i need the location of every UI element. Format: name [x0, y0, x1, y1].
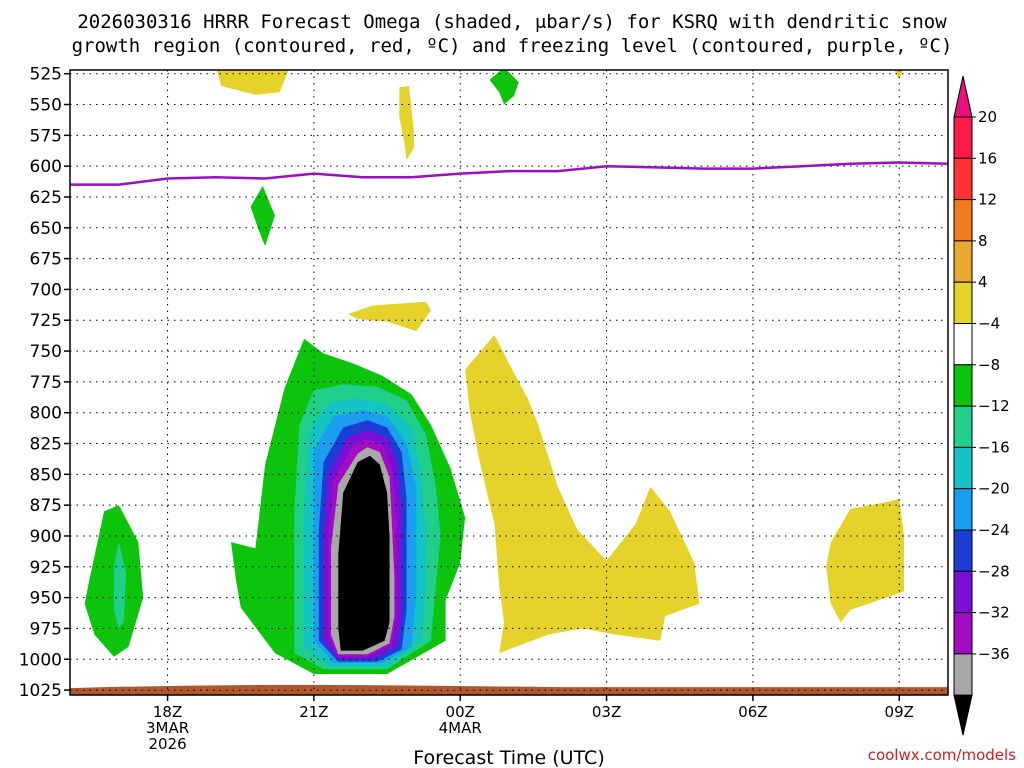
x-tick-label-3-0: 03Z	[592, 703, 621, 721]
colorbar-segment-6	[953, 364, 973, 407]
colorbar-label-11: −28	[978, 562, 1010, 580]
y-tick-label-12: 825	[30, 435, 62, 455]
colorbar-segment-1	[953, 157, 973, 201]
y-tick-label-20: 1025	[19, 681, 62, 701]
chart-title-line-1: 2026030316 HRRR Forecast Omega (shaded, …	[77, 11, 947, 33]
colorbar-label-9: −20	[978, 480, 1010, 498]
colorbar-segment-4	[953, 281, 973, 325]
x-axis-label: Forecast Time (UTC)	[413, 747, 604, 768]
colorbar-label-13: −36	[978, 645, 1010, 663]
colorbar-label-7: −12	[978, 397, 1010, 415]
x-tick-label-5-0: 09Z	[885, 703, 914, 721]
colorbar: 20 16 12 8 4 −4 −8 −12 −16 −20 −24 −28 −32 −36	[953, 75, 1010, 736]
y-tick-label-9: 750	[30, 342, 62, 362]
plot-area	[69, 69, 949, 696]
surface-ground	[70, 684, 948, 695]
freezing-level-line	[70, 161, 948, 186]
x-tick-label-1-0: 21Z	[299, 703, 328, 721]
y-tick-label-4: 625	[30, 188, 62, 208]
omega-region-17	[826, 499, 905, 623]
x-tick-label-0-2: 2026	[148, 735, 186, 753]
y-tick-label-2: 575	[30, 126, 62, 146]
y-tick-label-17: 950	[30, 589, 62, 609]
omega-region-18	[894, 70, 904, 80]
omega-region-13	[216, 70, 289, 95]
colorbar-label-4: 4	[978, 273, 988, 291]
colorbar-label-2: 12	[978, 191, 997, 209]
y-tick-label-15: 900	[30, 527, 62, 547]
y-tick-label-1: 550	[30, 96, 62, 116]
omega-region-12	[489, 70, 519, 105]
x-tick-label-4-0: 06Z	[738, 703, 767, 721]
plot-contents	[70, 70, 948, 695]
colorbar-label-6: −8	[978, 356, 1000, 374]
colorbar-segment-2	[953, 199, 973, 242]
credit-text: coolwx.com/models	[868, 746, 1016, 764]
omega-region-15	[348, 301, 431, 332]
colorbar-bottom-triangle	[953, 694, 973, 736]
y-tick-label-0: 525	[30, 65, 62, 85]
colorbar-segment-3	[953, 240, 973, 283]
x-tick-label-0-1: 3MAR	[146, 719, 189, 737]
y-tick-label-11: 800	[30, 404, 62, 424]
colorbar-segment-12	[953, 612, 973, 655]
x-tick-label-2-0: 00Z	[446, 703, 475, 721]
colorbar-segment-7	[953, 405, 973, 448]
omega-region-10	[113, 542, 127, 629]
colorbar-label-12: −32	[978, 604, 1010, 622]
y-tick-label-5: 650	[30, 219, 62, 239]
colorbar-segment-0	[953, 116, 973, 159]
y-tick-label-18: 975	[30, 619, 62, 639]
chart-title-line-2: growth region (contoured, red, ºC) and f…	[72, 35, 953, 57]
colorbar-segment-13	[953, 653, 973, 696]
omega-region-9	[84, 505, 144, 657]
omega-region-8	[338, 455, 390, 651]
x-tick-label-0-0: 18Z	[153, 703, 182, 721]
y-tick-label-3: 600	[30, 157, 62, 177]
y-tick-label-7: 700	[30, 280, 62, 300]
colorbar-label-3: 8	[978, 232, 988, 250]
colorbar-label-1: 16	[978, 149, 997, 167]
y-axis: 525 550 575 600 625 650 675 700 725 750 775 800 825 8…	[19, 65, 70, 701]
y-tick-label-10: 775	[30, 373, 62, 393]
colorbar-label-8: −16	[978, 438, 1010, 456]
omega-region-11	[250, 185, 275, 247]
y-tick-label-8: 725	[30, 311, 62, 331]
y-tick-label-19: 1000	[19, 650, 62, 670]
omega-region-16	[465, 335, 700, 654]
colorbar-segment-9	[953, 488, 973, 531]
colorbar-segment-5	[953, 323, 973, 366]
y-tick-label-6: 675	[30, 250, 62, 270]
colorbar-segment-10	[953, 529, 973, 572]
colorbar-segment-11	[953, 570, 973, 614]
y-tick-label-14: 875	[30, 496, 62, 516]
y-tick-label-16: 925	[30, 558, 62, 578]
x-tick-label-2-1: 4MAR	[439, 719, 482, 737]
colorbar-label-5: −4	[978, 315, 1000, 333]
y-tick-label-13: 850	[30, 465, 62, 485]
colorbar-label-0: 20	[978, 108, 997, 126]
colorbar-top-triangle	[953, 75, 973, 118]
colorbar-label-10: −24	[978, 521, 1010, 539]
colorbar-segment-8	[953, 446, 973, 490]
